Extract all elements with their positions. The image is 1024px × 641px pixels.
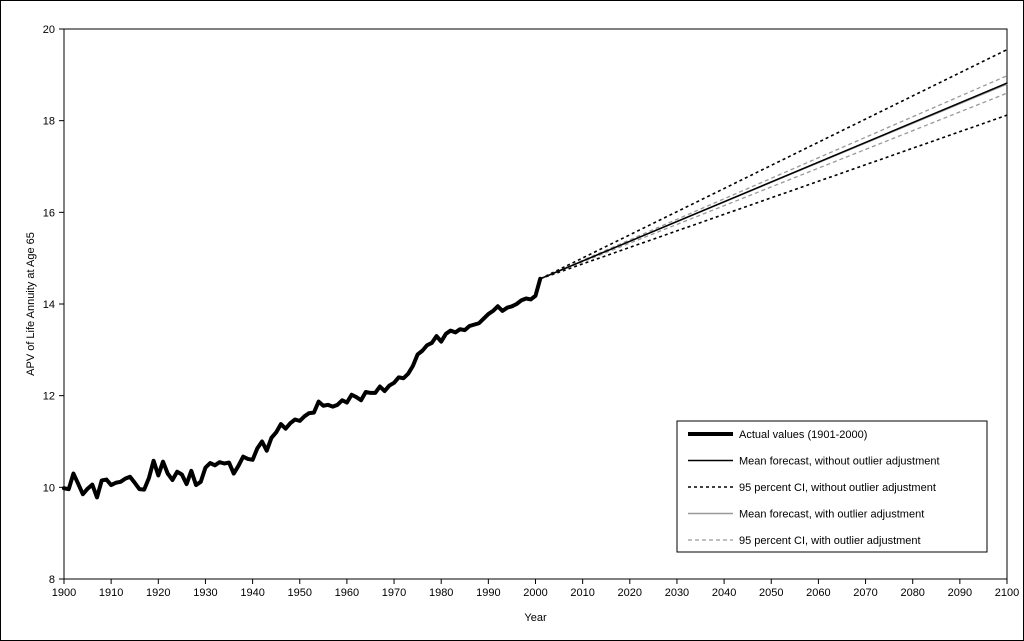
y-tick-label: 10 — [43, 482, 55, 494]
legend-label-0: Actual values (1901-2000) — [739, 429, 867, 441]
series-line-4-lower — [539, 92, 1008, 280]
x-tick-label: 1940 — [240, 587, 264, 599]
x-tick-label: 1950 — [288, 587, 312, 599]
legend-label-2: 95 percent CI, without outlier adjustmen… — [739, 482, 936, 494]
x-tick-label: 1960 — [335, 587, 359, 599]
x-tick-label: 1910 — [99, 587, 123, 599]
legend-label-3: Mean forecast, with outlier adjustment — [739, 509, 924, 521]
x-tick-label: 1980 — [429, 587, 453, 599]
x-tick-label: 2010 — [570, 587, 594, 599]
x-tick-label: 2050 — [759, 587, 783, 599]
axes: 1900 1910 1920 1930 1940 1950 1960 1970 1980 1990… — [43, 24, 1019, 599]
x-tick-label: 2040 — [712, 587, 736, 599]
x-tick-label: 2020 — [618, 587, 642, 599]
legend: Actual values (1901-2000) Mean forecast, … — [676, 420, 988, 553]
series-line-0 — [62, 276, 543, 500]
x-tick-label: 1930 — [193, 587, 217, 599]
x-tick-label: 2070 — [853, 587, 877, 599]
x-tick-label: 1920 — [146, 587, 170, 599]
y-tick-label: 20 — [43, 24, 55, 36]
x-axis-label: Year — [524, 612, 547, 624]
series-line-2-lower — [539, 114, 1008, 280]
series-line-2 — [539, 48, 1008, 280]
x-tick-label: 2060 — [806, 587, 830, 599]
legend-label-4: 95 percent CI, with outlier adjustment — [739, 535, 921, 547]
y-tick-label: 16 — [43, 207, 55, 219]
x-tick-label: 2080 — [900, 587, 924, 599]
y-axis-label: APV of Life Annuity at Age 65 — [25, 232, 37, 376]
y-tick-label: 12 — [43, 391, 55, 403]
legend-box — [676, 420, 988, 553]
series-line-1 — [539, 82, 1008, 280]
y-tick-label: 8 — [49, 574, 55, 586]
x-tick-label: 1900 — [52, 587, 76, 599]
series-line-4 — [539, 75, 1008, 280]
y-tick-label: 14 — [43, 299, 55, 311]
x-tick-label: 2030 — [665, 587, 689, 599]
y-tick-label: 18 — [43, 116, 55, 128]
x-tick-label: 1970 — [382, 587, 406, 599]
x-tick-label: 2000 — [523, 587, 547, 599]
x-tick-label: 2090 — [948, 587, 972, 599]
series-layer — [62, 48, 1008, 500]
legend-label-1: Mean forecast, without outlier adjustmen… — [739, 456, 940, 468]
x-tick-label: 1990 — [476, 587, 500, 599]
x-tick-label: 2100 — [995, 587, 1019, 599]
